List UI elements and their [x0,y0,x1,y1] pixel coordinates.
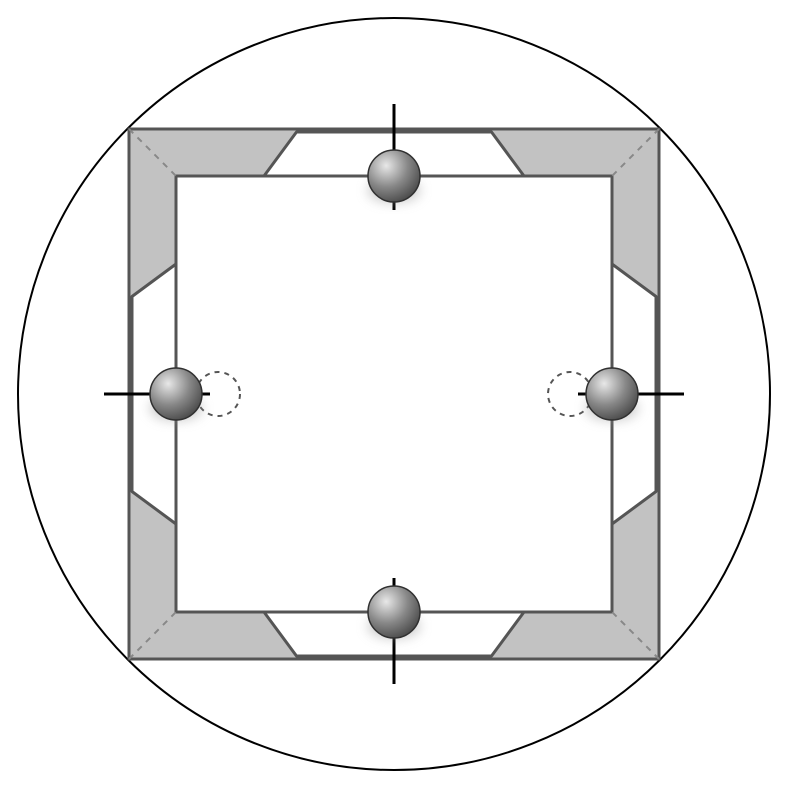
sphere [150,368,202,420]
sphere [368,150,420,202]
sphere [586,368,638,420]
diagram-svg [0,0,788,788]
sphere [368,586,420,638]
